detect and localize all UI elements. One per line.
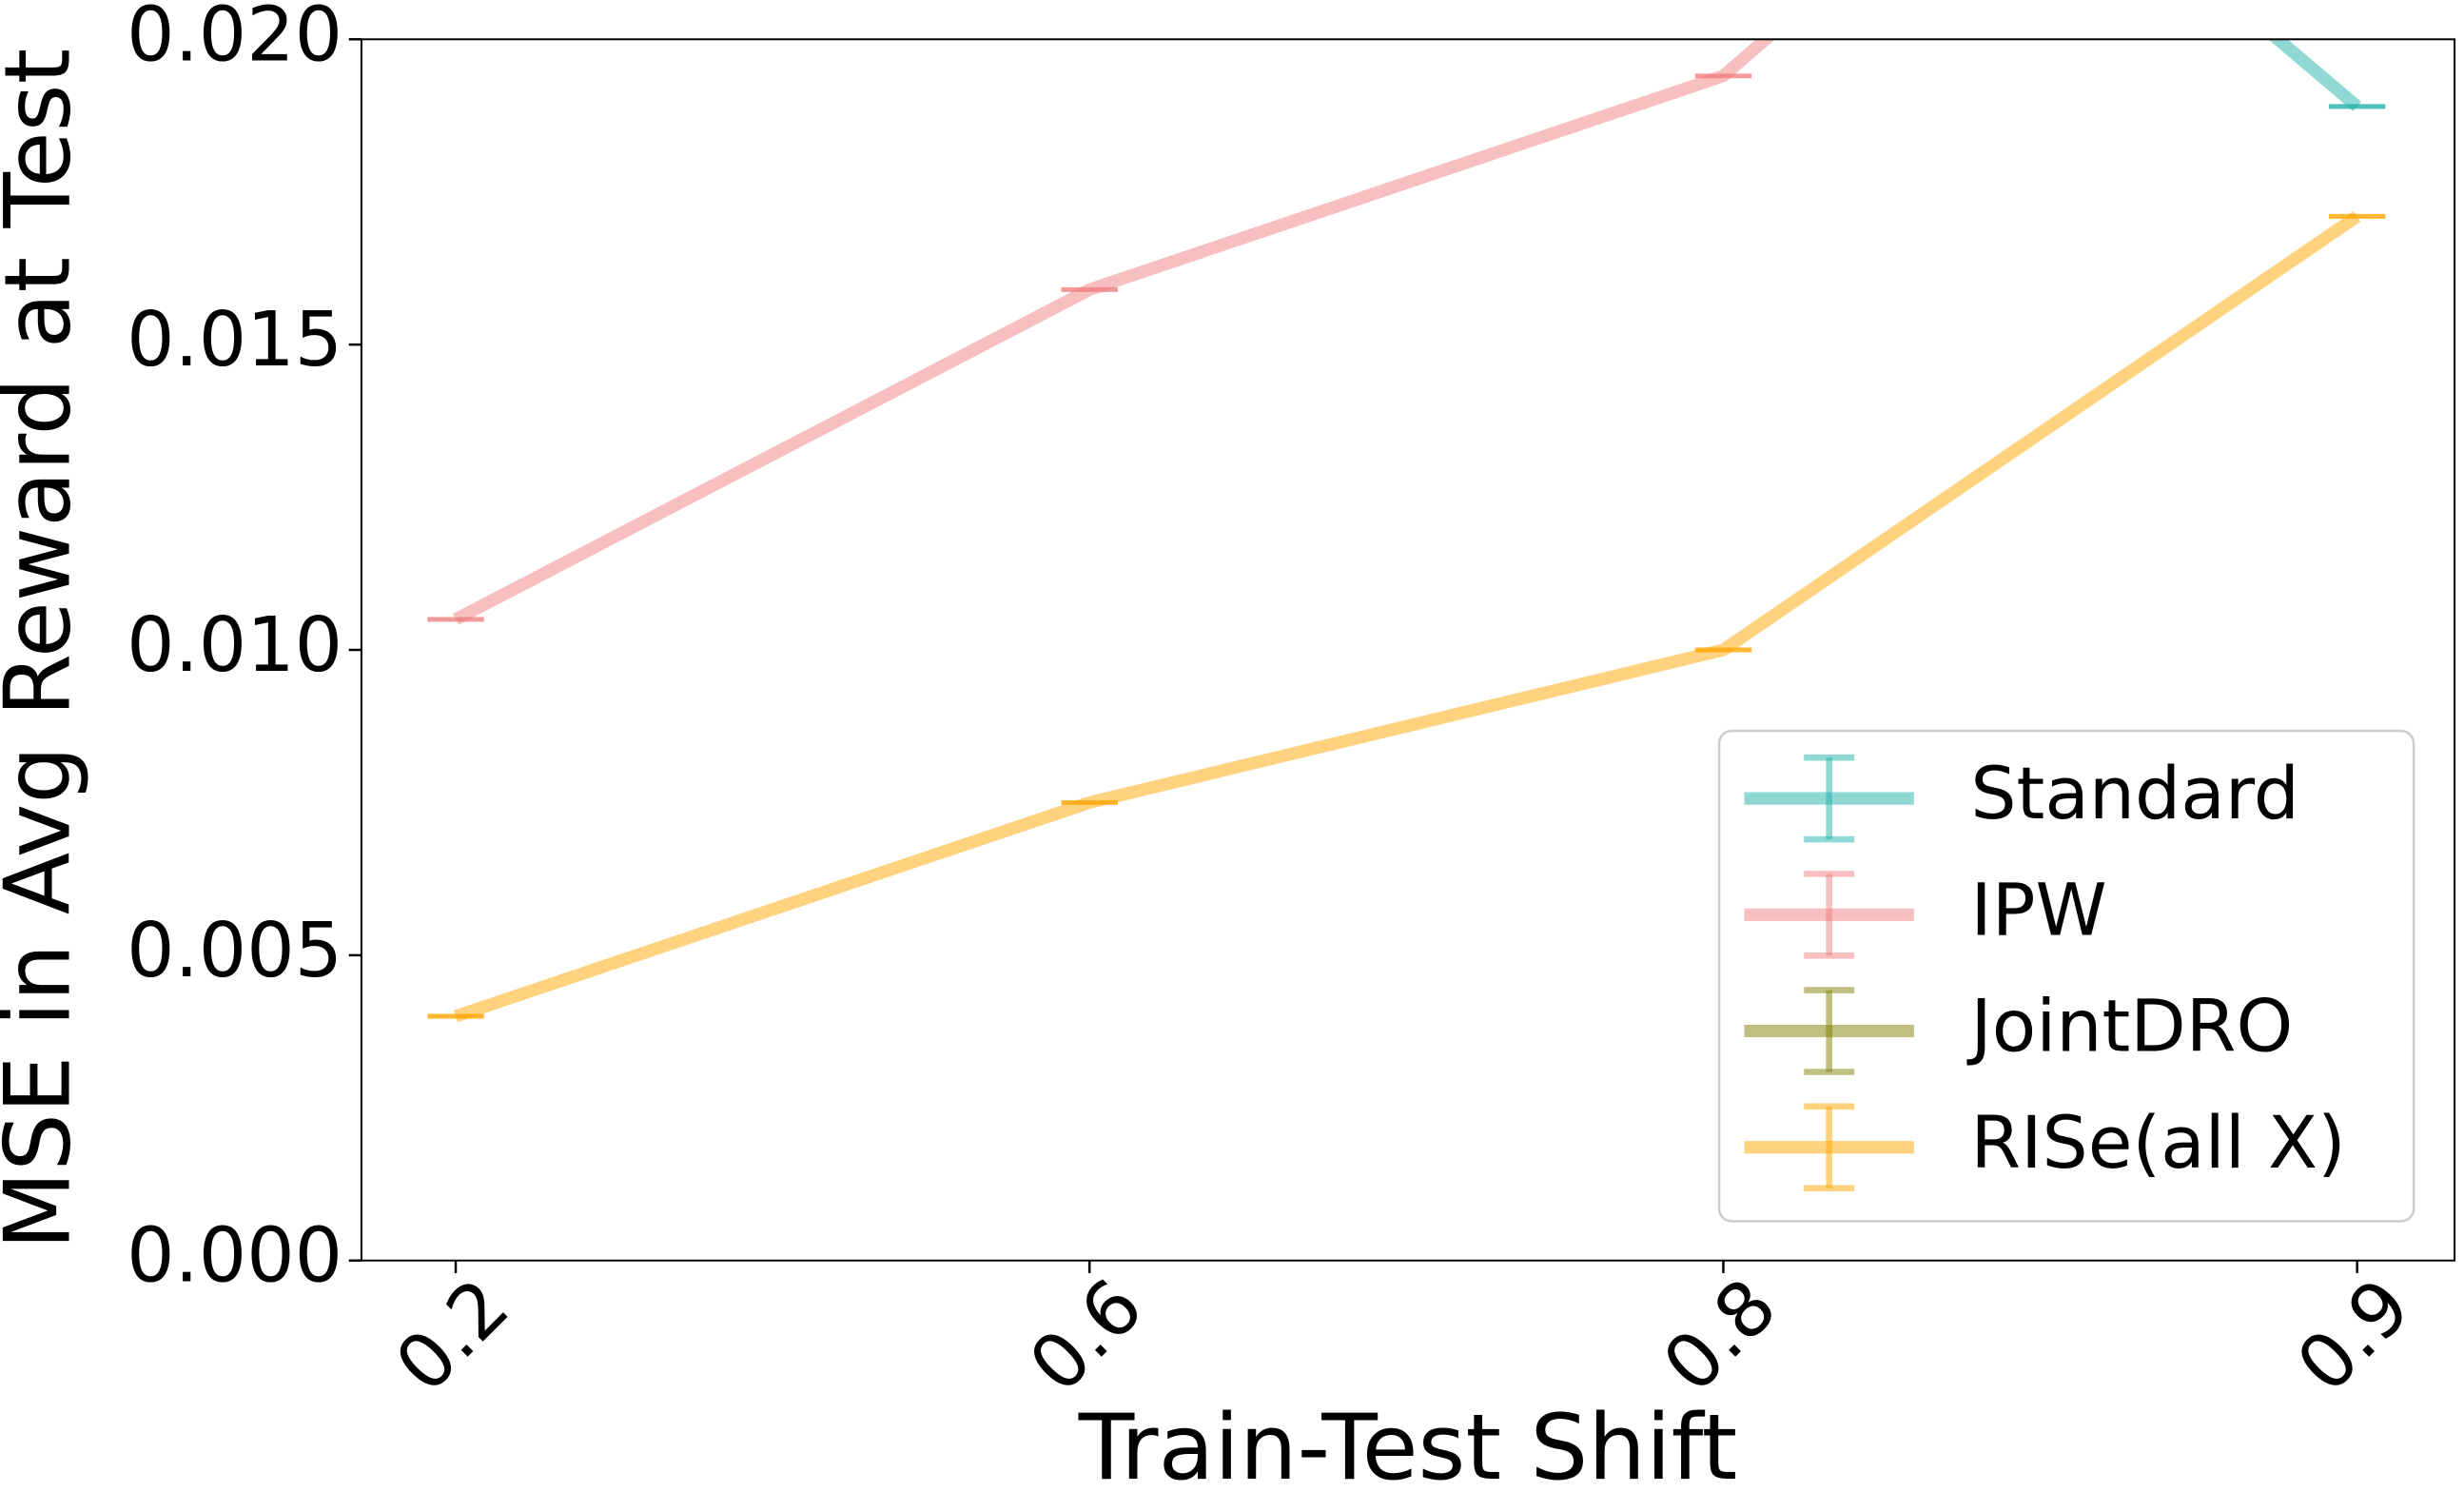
x-tick-label: 0.6 (1012, 1262, 1160, 1409)
series-line (453, 210, 2361, 1023)
legend-box (1717, 729, 2415, 1223)
legend-label: RISe(all X) (1970, 1100, 2345, 1185)
y-tick-label: 0.015 (127, 295, 342, 383)
x-axis-label: Train-Test Shift (1078, 1394, 1737, 1501)
x-tick-label: 0.2 (379, 1262, 526, 1409)
legend-label: IPW (1970, 867, 2106, 952)
y-tick-label: 0.020 (127, 0, 342, 78)
y-tick-label: 0.005 (127, 906, 342, 994)
y-tick-label: 0.010 (127, 600, 342, 689)
plot-area (427, 39, 2386, 1023)
legend-label: JointDRO (1966, 984, 2293, 1069)
y-axis-label: MSE in Avg Reward at Test (0, 49, 91, 1250)
x-tick-label: 0.9 (2279, 1262, 2427, 1409)
series-line (2268, 39, 2361, 111)
series-line (452, 39, 1775, 625)
y-tick-label: 0.000 (127, 1211, 342, 1300)
plot-frame (360, 38, 2456, 1262)
legend-label: Standard (1970, 751, 2299, 835)
x-tick-label: 0.8 (1646, 1262, 1793, 1409)
